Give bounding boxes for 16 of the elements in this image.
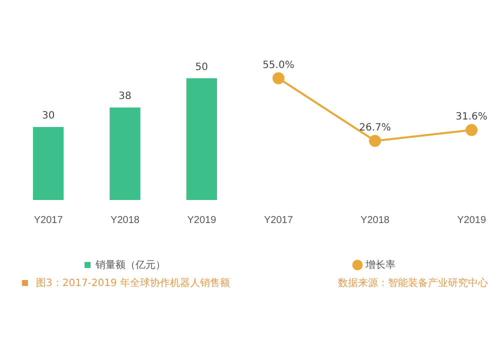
legend-label: 增长率 — [364, 258, 396, 271]
data-label: 50 — [195, 62, 208, 73]
x-tick-label: Y2017 — [264, 214, 294, 226]
data-label: 55.0% — [262, 60, 294, 71]
x-tick-label: Y2018 — [360, 214, 390, 226]
caption: 图3：2017-2019 年全球协作机器人销售额 — [35, 276, 230, 290]
data-label: 38 — [118, 91, 132, 102]
x-tick-label: Y2019 — [457, 214, 486, 226]
x-tick-label: Y2017 — [34, 214, 64, 226]
data-label: 26.7% — [359, 122, 391, 134]
data-label: 30 — [42, 110, 55, 122]
source-note: 数据来源：智能装备产业研究中心 — [338, 276, 488, 290]
data-label: 31.6% — [456, 112, 488, 123]
legend-label: 销量额（亿元） — [94, 258, 166, 271]
x-tick-label: Y2018 — [110, 214, 140, 226]
x-tick-label: Y2019 — [187, 214, 217, 226]
